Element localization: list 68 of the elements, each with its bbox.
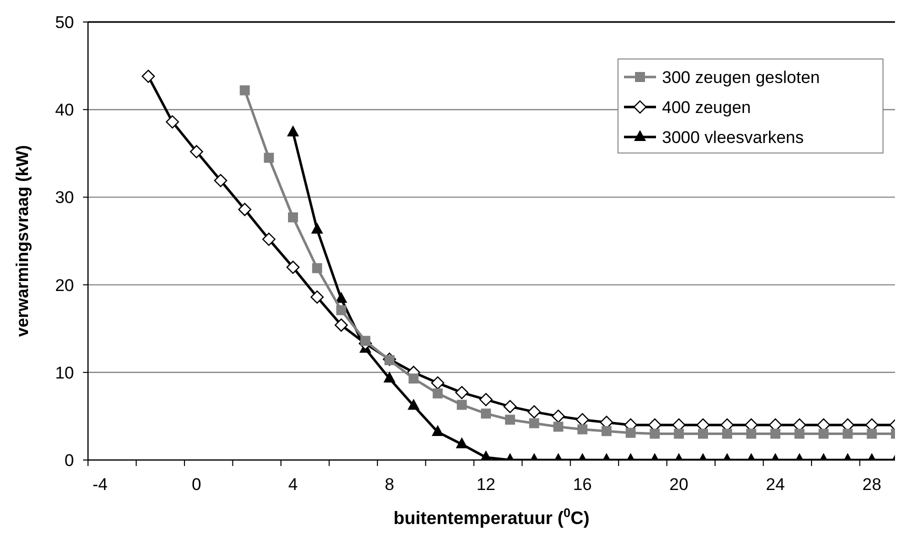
y-tick-label: 0 <box>64 450 74 470</box>
y-tick-label: 40 <box>55 100 74 120</box>
point <box>310 290 324 304</box>
point <box>746 428 756 439</box>
x-tick-label: 12 <box>476 475 496 494</box>
point <box>264 152 274 163</box>
point <box>479 392 493 406</box>
point <box>408 374 419 384</box>
point <box>577 424 588 434</box>
point <box>529 418 540 428</box>
point <box>334 318 348 332</box>
point <box>288 212 298 222</box>
point <box>335 292 348 303</box>
point <box>142 70 155 83</box>
x-tick-label: 24 <box>766 475 785 494</box>
point <box>456 400 467 410</box>
x-tick-label: -4 <box>92 475 108 494</box>
point <box>480 408 491 419</box>
point <box>455 386 468 400</box>
legend-label: 300 zeugen gesloten <box>662 68 820 87</box>
point <box>360 336 370 346</box>
x-axis-title: buitentemperatuur ($^{0}$C) <box>393 506 590 528</box>
point <box>602 426 612 436</box>
point <box>287 125 299 136</box>
point <box>626 428 636 438</box>
point <box>238 202 252 216</box>
legend-label: 3000 vleesvarkens <box>662 128 804 147</box>
point <box>456 437 468 448</box>
point <box>842 428 853 439</box>
x-tick-label: 4 <box>288 475 298 494</box>
point <box>650 428 660 439</box>
point <box>576 413 590 426</box>
point <box>818 428 829 439</box>
legend-label: 400 zeugen <box>662 98 751 117</box>
point <box>794 428 804 439</box>
y-tick-label: 30 <box>55 188 74 208</box>
point <box>432 388 443 398</box>
point <box>431 376 444 390</box>
point <box>408 398 420 410</box>
x-tick-label: 0 <box>192 475 202 494</box>
point <box>214 174 228 188</box>
x-tick-label: 28 <box>862 475 882 494</box>
point <box>190 145 204 158</box>
point <box>240 85 250 96</box>
point <box>722 428 732 439</box>
point <box>553 422 564 432</box>
y-tick-label: 10 <box>55 363 74 382</box>
x-tick-label: 8 <box>384 475 394 494</box>
point <box>286 260 300 274</box>
point <box>166 115 180 128</box>
point <box>262 232 276 246</box>
y-tick-label: 50 <box>55 12 74 32</box>
point <box>552 410 565 423</box>
point <box>311 222 324 234</box>
point <box>674 428 684 439</box>
y-axis-title: verwarmingsvraag (kW) <box>13 145 32 337</box>
point <box>770 428 780 439</box>
x-tick-label: 16 <box>572 475 592 494</box>
point <box>503 400 517 414</box>
x-tick-label: 20 <box>669 475 688 494</box>
point <box>866 428 877 439</box>
point <box>528 405 541 418</box>
point <box>698 428 708 439</box>
point <box>336 305 346 316</box>
point <box>383 372 396 383</box>
point <box>312 263 322 274</box>
point <box>505 414 516 425</box>
y-tick-label: 20 <box>55 276 74 295</box>
